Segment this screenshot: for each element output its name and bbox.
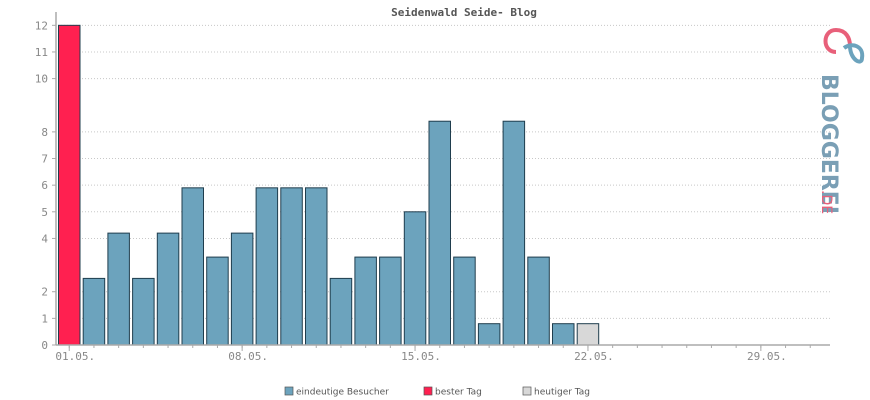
legend-label-2: heutiger Tag [534,388,590,398]
x-tick-label-0: 01.05. [55,350,95,363]
x-axis-ticks: 01.05. 08.05. 15.05. 22.05. 29.05. [55,345,811,363]
legend-label-1: bester Tag [435,388,482,398]
chart-title: Seidenwald Seide- Blog [391,6,537,19]
bar-series2-day-22 [576,323,600,346]
bar-series0-day-19 [502,120,526,346]
x-tick-label-3: 22.05. [574,350,614,363]
bar-series0-day-4 [132,277,155,346]
x-tick-label-4: 29.05. [747,350,787,363]
legend-swatch-1 [423,386,433,396]
bar-series0-day-14 [379,256,402,346]
y-tick-label-4: 5 [41,206,48,219]
bar-series0-day-15 [403,211,427,346]
bar-series0-day-5 [156,232,180,346]
bar-series0-day-10 [280,187,303,346]
bar-series0-day-12 [329,277,353,346]
bar-series0-day-9 [255,187,279,346]
y-tick-label-6: 7 [41,153,48,166]
bar-series0-day-18 [477,323,501,346]
bloggerei-logo: BLOGGEREI .DE [816,27,865,214]
y-tick-label-5: 6 [41,179,48,192]
y-tick-label-3: 4 [41,232,48,245]
bar-series0-day-6 [181,187,204,346]
bar-series0-day-16 [428,120,451,346]
bar-series0-day-20 [527,256,550,346]
legend-swatch-2 [522,386,532,396]
bar-series0-day-21 [552,323,575,346]
y-tick-label-9: 11 [35,46,48,59]
x-tick-label-2: 15.05. [401,350,441,363]
y-tick-label-7: 8 [41,126,48,139]
bar-series0-day-17 [453,256,476,346]
bar-series0-day-13 [354,256,377,346]
bar-series0-day-11 [305,187,328,346]
legend-label-0: eindeutige Besucher [296,388,389,398]
y-tick-label-8: 10 [35,73,48,86]
bar-series0-day-7 [206,256,229,346]
legend-swatch-0 [284,386,294,396]
bar-series0-day-8 [230,232,254,346]
bar-series1-day-1 [58,24,81,346]
legend: eindeutige Besucher bester Tag heutiger Ta… [284,386,590,398]
bloggerei-mark-icon [823,27,865,64]
bloggerei-domain-suffix: .DE [818,190,834,214]
y-tick-label-2: 2 [41,286,48,299]
x-tick-label-1: 08.05. [228,350,268,363]
y-tick-label-10: 12 [35,19,48,32]
bar-series0-day-2 [82,277,106,346]
y-tick-label-1: 1 [41,312,48,325]
bar-series0-day-3 [107,232,130,346]
y-tick-label-0: 0 [41,339,48,352]
bloggerei-wordmark: BLOGGEREI [816,74,841,214]
